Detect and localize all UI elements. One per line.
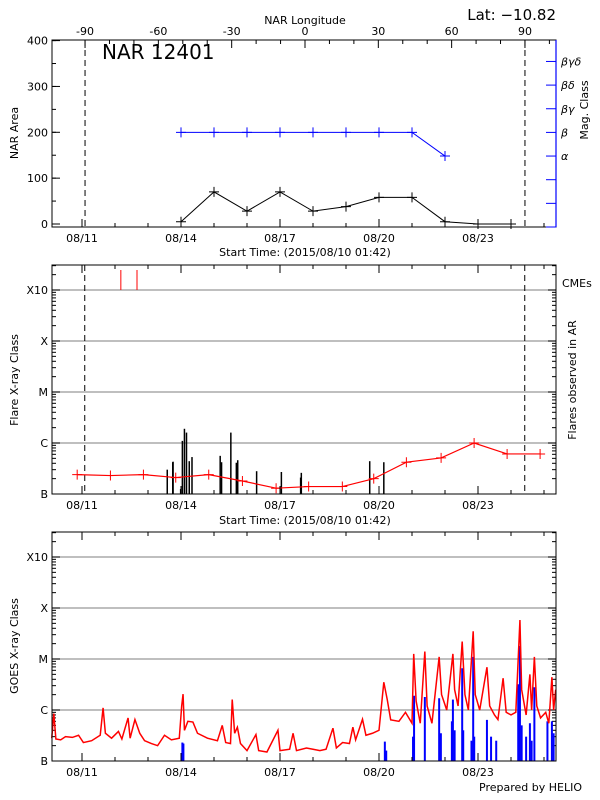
y-tick-label: 300 [27,80,48,93]
y-tick-label: M [39,653,49,666]
x-tick-label: 08/23 [462,232,494,245]
x-tick-label: 08/20 [363,232,395,245]
mag-class-point [242,127,252,138]
x-tick-label: 08/20 [363,766,395,779]
top-axis-title: NAR Longitude [264,14,346,27]
goes-panel-frame [51,531,557,762]
background-flux-point [337,481,348,492]
x-tick-label: 08/17 [264,766,296,779]
y-axis-title: Flare X-ray Class [8,334,21,426]
mag-class-point [407,127,417,138]
x-tick-label: 08/11 [66,766,98,779]
area-point [440,216,450,227]
area-point [209,186,219,197]
background-flux-point [535,448,546,459]
goes-long-line [51,620,557,753]
area-point [473,219,483,229]
y-tick-label: M [39,386,49,399]
area-point [374,192,384,203]
mag-class-point [209,127,219,138]
area-point [506,219,516,229]
x-tick-label: 08/14 [165,766,197,779]
y-tick-label: C [40,704,48,717]
right-axis-title: Flares observed in AR [566,320,579,440]
y-tick-label: X [40,335,48,348]
longitude-tick-label: 0 [302,25,309,38]
area-point [308,206,318,217]
background-flux-point [368,473,379,484]
region-title: NAR 12401 [102,40,215,64]
mag-class-point [440,151,450,162]
x-axis-title: Start Time: (2015/08/10 01:42) [219,246,391,259]
longitude-tick-label: 90 [518,25,532,38]
background-flux-point [401,457,412,468]
mag-class-tick-label: βγδ [560,55,582,68]
x-tick-label: 08/17 [264,232,296,245]
mag-class-tick-label: βδ [560,79,575,92]
mag-class-tick-label: β [560,126,568,139]
y-tick-label: B [40,488,48,501]
area-point [242,206,252,217]
longitude-tick-label: -90 [76,25,94,38]
mag-class-point [176,127,186,138]
background-flux-point [502,448,513,459]
x-tick-label: 08/14 [165,232,197,245]
area-point [176,216,186,227]
background-flux-point [105,470,116,481]
x-tick-label: 08/11 [66,232,98,245]
mag-class-tick-label: βγ [560,103,575,116]
background-flux-point [271,483,282,494]
area-point [407,192,417,203]
mag-class-axis-title: Mag. Class [578,80,591,139]
y-tick-label: X [40,602,48,615]
background-flux-point [469,438,480,448]
x-tick-label: 08/20 [363,499,395,512]
mag-class-point [308,127,318,138]
background-flux-point [237,475,248,486]
credit-label: Prepared by HELIO [479,781,582,794]
mag-class-point [275,127,285,138]
background-flux-point [203,469,214,480]
longitude-tick-label: -60 [149,25,167,38]
y-tick-label: 200 [27,126,48,139]
y-tick-label: C [40,437,48,450]
flare-panel-frame [51,264,557,495]
y-tick-label: 100 [27,172,48,185]
area-point [275,186,285,197]
y-tick-label: 400 [27,35,48,48]
longitude-tick-label: 60 [445,25,459,38]
mag-class-tick-label: α [561,150,569,163]
mag-class-point [374,127,384,138]
background-flux-point [138,469,149,480]
y-tick-label: X10 [26,284,48,297]
area-point [341,201,351,212]
y-axis-title: GOES X-ray Class [8,598,21,694]
y-tick-label: B [40,755,48,768]
background-flux-point [72,469,83,480]
x-tick-label: 08/23 [462,499,494,512]
cme-legend-label: CMEs [562,277,592,290]
x-tick-label: 08/23 [462,766,494,779]
longitude-tick-label: 30 [371,25,385,38]
x-tick-label: 08/14 [165,499,197,512]
mag-class-point [341,127,351,138]
latitude-label: Lat: −10.82 [467,6,556,24]
y-tick-label: 0 [41,218,48,231]
longitude-tick-label: -30 [223,25,241,38]
background-flux-point [303,481,314,492]
x-tick-label: 08/11 [66,499,98,512]
background-flux-point [436,452,447,463]
background-flux-point [170,472,181,483]
x-tick-label: 08/17 [264,499,296,512]
y-tick-label: X10 [26,551,48,564]
y-axis-title: NAR Area [8,107,21,159]
x-axis-title: Start Time: (2015/08/10 01:42) [219,514,391,527]
